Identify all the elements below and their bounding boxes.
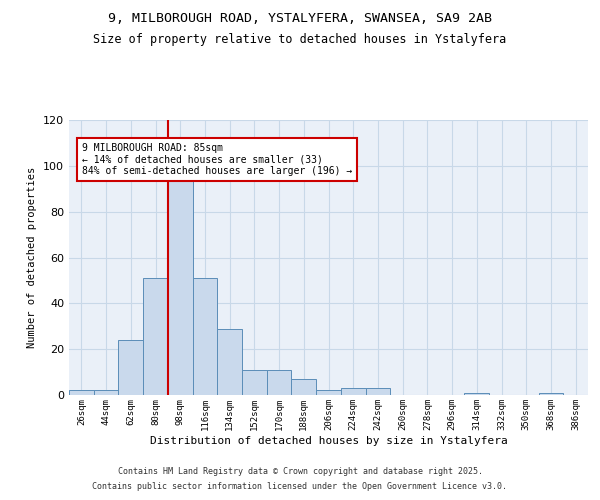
Text: Contains public sector information licensed under the Open Government Licence v3: Contains public sector information licen… bbox=[92, 482, 508, 491]
Bar bbox=[365, 388, 390, 395]
Text: 9 MILBOROUGH ROAD: 85sqm
← 14% of detached houses are smaller (33)
84% of semi-d: 9 MILBOROUGH ROAD: 85sqm ← 14% of detach… bbox=[82, 143, 352, 176]
Bar bbox=[168, 172, 193, 395]
Text: 9, MILBOROUGH ROAD, YSTALYFERA, SWANSEA, SA9 2AB: 9, MILBOROUGH ROAD, YSTALYFERA, SWANSEA,… bbox=[108, 12, 492, 26]
X-axis label: Distribution of detached houses by size in Ystalyfera: Distribution of detached houses by size … bbox=[149, 436, 508, 446]
Bar bbox=[217, 328, 242, 395]
Text: Contains HM Land Registry data © Crown copyright and database right 2025.: Contains HM Land Registry data © Crown c… bbox=[118, 467, 482, 476]
Bar bbox=[193, 278, 217, 395]
Text: Size of property relative to detached houses in Ystalyfera: Size of property relative to detached ho… bbox=[94, 32, 506, 46]
Bar bbox=[242, 370, 267, 395]
Bar bbox=[341, 388, 365, 395]
Bar bbox=[118, 340, 143, 395]
Bar bbox=[316, 390, 341, 395]
Bar bbox=[267, 370, 292, 395]
Bar bbox=[539, 392, 563, 395]
Bar bbox=[292, 379, 316, 395]
Bar bbox=[143, 278, 168, 395]
Bar bbox=[464, 392, 489, 395]
Bar bbox=[69, 390, 94, 395]
Y-axis label: Number of detached properties: Number of detached properties bbox=[28, 167, 37, 348]
Bar bbox=[94, 390, 118, 395]
